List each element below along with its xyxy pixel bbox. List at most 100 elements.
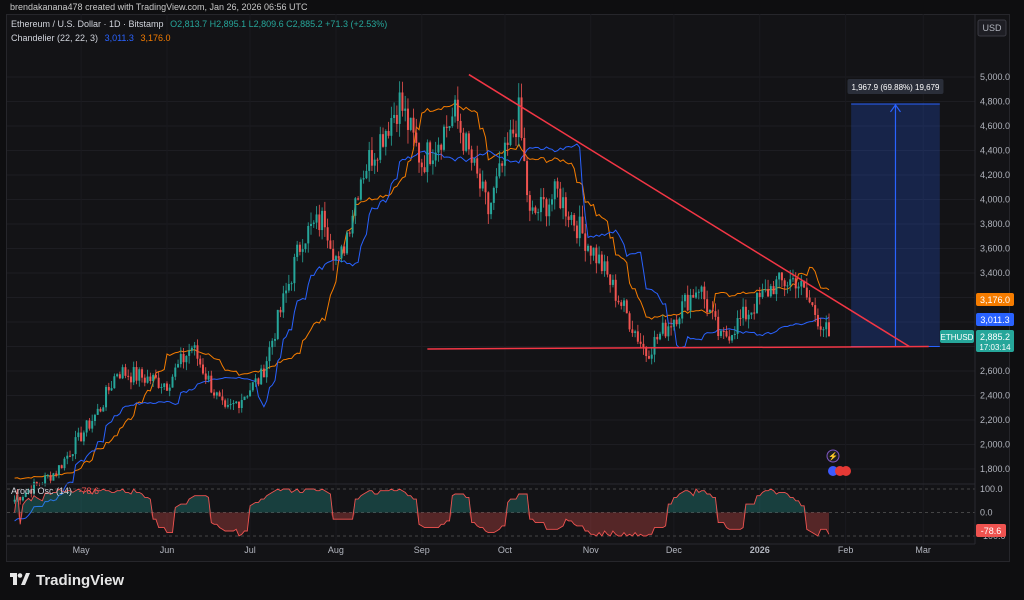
candle-body [213, 392, 216, 396]
candle-body [506, 142, 509, 146]
candle-body [695, 292, 698, 298]
candle-body [298, 244, 301, 252]
candle-body [708, 309, 711, 313]
time-tick-label: Nov [583, 545, 600, 555]
candle-body [481, 181, 484, 189]
candle-body [828, 322, 830, 337]
candle-body [495, 176, 498, 188]
time-tick-label: Mar [915, 545, 931, 555]
candle-body [357, 198, 360, 200]
price-tag-chandelier-lower: 3,011.3 [976, 313, 1014, 326]
candle-body [647, 356, 650, 359]
candle-body [603, 261, 606, 272]
candle-body [16, 497, 19, 500]
candle-body [85, 420, 88, 433]
candle-body [66, 455, 69, 459]
candle-body [235, 401, 238, 404]
candle-body [420, 162, 423, 168]
candle-body [545, 199, 548, 217]
lightning-icon[interactable] [826, 449, 840, 463]
candle-body [384, 131, 387, 147]
flag-icon-3[interactable] [841, 466, 851, 476]
candle-body [775, 279, 778, 295]
time-tick-label: May [73, 545, 91, 555]
flag-icon-1[interactable] [828, 466, 838, 476]
candle-body [659, 333, 662, 340]
candle-body [711, 309, 714, 312]
price-axis[interactable]: 5,000.0 4,800.0 4,600.0 4,400.0 4,200.0 4,000… [980, 72, 1010, 474]
aroon-oscillator [7, 488, 975, 537]
candle-body [487, 192, 490, 215]
time-tick-label: Jul [244, 545, 256, 555]
svg-text:3,176.0: 3,176.0 [980, 295, 1010, 305]
candle-body [218, 392, 221, 397]
aroon-tick-label: 0.0 [980, 508, 993, 518]
candle-body [232, 403, 235, 405]
candle-body [517, 97, 520, 138]
candle-body [623, 300, 626, 306]
candle-body [127, 375, 130, 377]
trendline-descending [468, 73, 910, 348]
price-tick-label: 2,600.0 [980, 366, 1010, 376]
candle-body [670, 326, 673, 328]
svg-text:-78.6: -78.6 [981, 526, 1002, 536]
candle-body [503, 142, 506, 166]
candle-body [168, 387, 171, 391]
aroon-tick-label: 100.0 [980, 484, 1003, 494]
candle-body [382, 134, 385, 147]
candle-body [822, 329, 825, 331]
candle-body [789, 279, 792, 286]
candle-body [681, 301, 684, 319]
candle-body [82, 432, 85, 442]
candle-body [398, 92, 401, 124]
candle-body [484, 181, 487, 193]
candle-body [188, 350, 191, 356]
candle-body [733, 333, 736, 336]
candle-body [805, 287, 808, 298]
candle-body [418, 142, 421, 163]
symbol-tag: ETHUSD [941, 333, 974, 342]
candle-body [52, 473, 55, 481]
price-tick-label: 2,400.0 [980, 391, 1010, 401]
candle-body [778, 272, 781, 280]
candle-body [490, 202, 493, 215]
candle-body [811, 302, 814, 306]
legend-symbol[interactable]: Ethereum / U.S. Dollar · 1D · Bitstamp O… [11, 19, 387, 29]
candle-body [80, 432, 83, 442]
measure-tool[interactable]: 1,967.9 (69.88%) 19,679 [847, 78, 944, 347]
candle-body [451, 116, 454, 127]
trendlines[interactable] [427, 73, 929, 350]
candle-body [703, 286, 706, 300]
chandelier-indicator [14, 102, 830, 522]
candle-body [819, 326, 822, 330]
candle-body [307, 225, 310, 244]
candle-body [581, 216, 584, 234]
legend-aroon[interactable]: Aroon Osc (14) -78.6 [11, 486, 99, 496]
candle-body [559, 188, 562, 209]
candle-body [354, 198, 357, 216]
candle-body [370, 150, 373, 166]
legend-chandelier[interactable]: Chandelier (22, 22, 3) 3,011.3 3,176.0 [11, 33, 171, 43]
candle-body [99, 408, 102, 412]
candle-body [279, 309, 282, 313]
candle-body [526, 161, 529, 196]
candle-body [611, 279, 614, 285]
candle-body [456, 99, 459, 121]
candle-body [692, 295, 695, 298]
candle-body [193, 345, 196, 348]
candle-body [686, 294, 689, 311]
candle-body [725, 331, 728, 337]
time-axis[interactable]: May Jun Jul Aug Sep Oct Nov Dec 2026 Feb Mar [73, 545, 931, 555]
candle-body [105, 386, 108, 408]
footer: TradingView [10, 571, 124, 589]
candle-body [185, 355, 188, 363]
currency-button[interactable] [977, 19, 1007, 37]
candle-body [315, 214, 318, 223]
candle-body [667, 326, 670, 337]
price-tick-label: 4,600.0 [980, 121, 1010, 131]
candle-body [562, 197, 565, 209]
candle-body [769, 286, 772, 297]
candle-body [645, 347, 648, 357]
candle-body [614, 279, 617, 301]
